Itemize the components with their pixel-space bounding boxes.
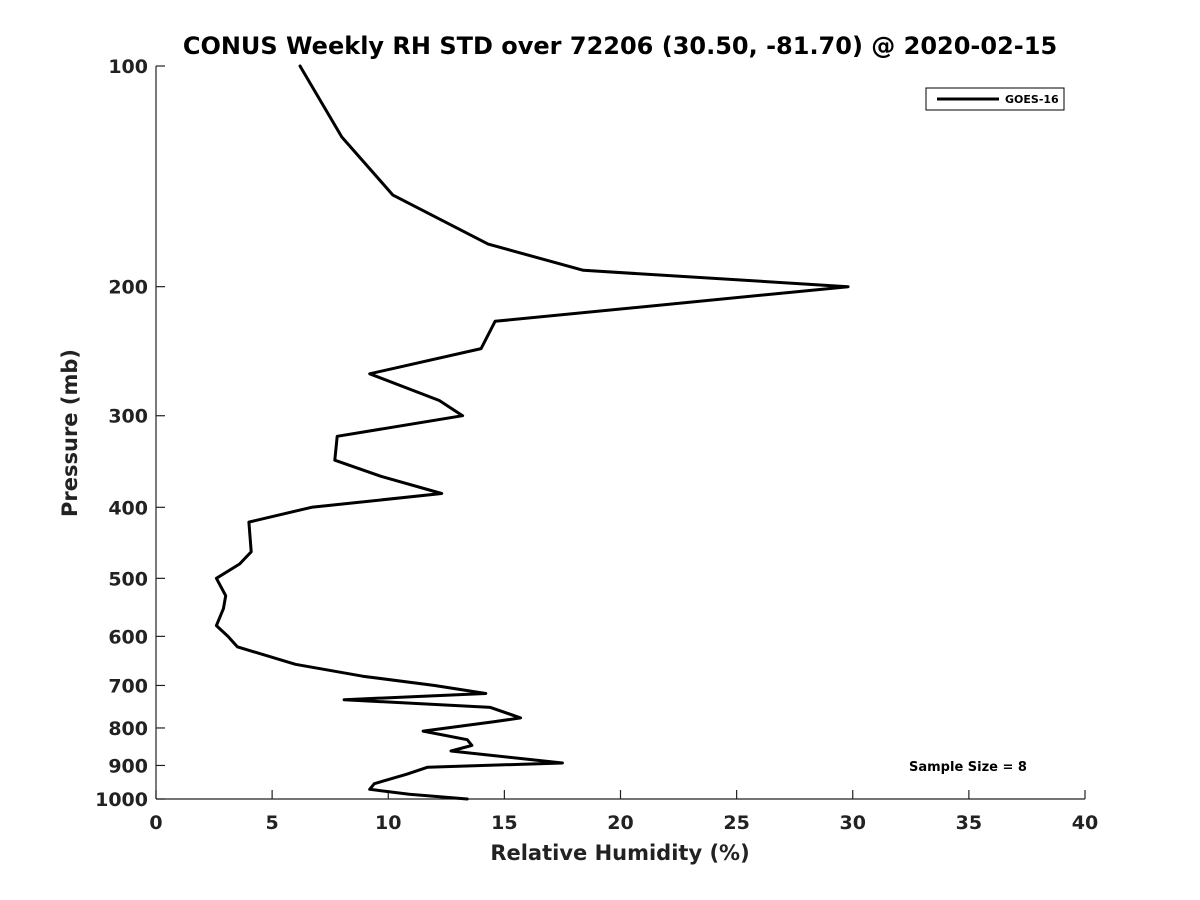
x-tick-label: 5 [266,812,279,834]
x-tick-label: 0 [149,812,162,834]
x-tick-label: 30 [840,812,866,834]
x-ticks: 0 5 10 15 20 25 30 35 40 [149,790,1098,834]
legend: GOES-16 [925,87,1065,111]
x-tick-label: 10 [375,812,401,834]
y-tick-label: 300 [108,406,148,428]
x-tick-label: 35 [956,812,982,834]
y-axis-label: Pressure (mb) [58,349,82,517]
y-tick-label: 500 [108,568,148,590]
x-tick-label: 25 [723,812,749,834]
y-tick-label: 700 [108,675,148,697]
plot-area: 100 200 300 400 500 600 700 800 900 1000 0 5 10 15 20… [95,56,1098,834]
x-tick-label: 15 [491,812,517,834]
x-axis-label: Relative Humidity (%) [490,841,749,865]
x-tick-label: 40 [1072,812,1098,834]
y-tick-label: 900 [108,755,148,777]
y-ticks: 100 200 300 400 500 600 700 800 900 1000 [95,56,165,811]
x-tick-label: 20 [607,812,633,834]
y-tick-label: 1000 [95,789,148,811]
chart-title: CONUS Weekly RH STD over 72206 (30.50, -… [183,32,1057,60]
y-tick-label: 800 [108,718,148,740]
y-tick-label: 200 [108,277,148,299]
y-tick-label: 100 [108,56,148,78]
y-tick-label: 400 [108,497,148,519]
series-line-goes-16 [214,64,850,801]
sample-size-annotation: Sample Size = 8 [909,760,1027,775]
legend-label: GOES-16 [1005,93,1059,106]
y-tick-label: 600 [108,626,148,648]
